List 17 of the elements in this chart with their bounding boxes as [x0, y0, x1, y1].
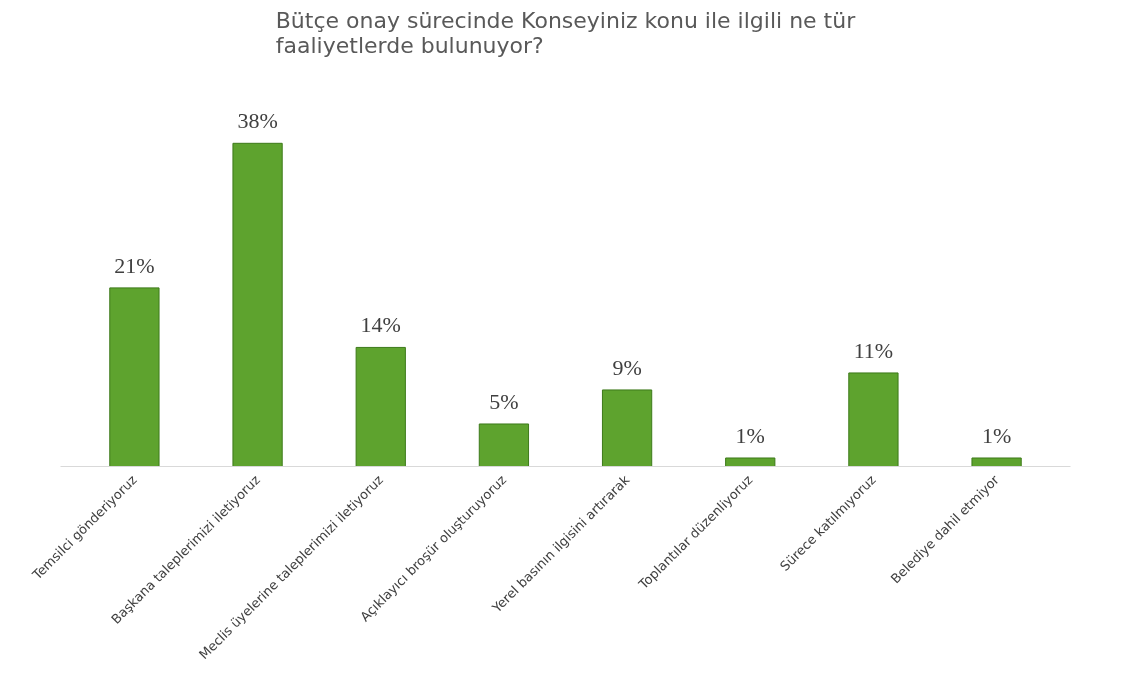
data-label: 14%: [360, 312, 401, 338]
bar: [601, 389, 653, 467]
data-label: 1%: [735, 422, 765, 448]
data-label: 21%: [114, 252, 155, 278]
bar: [478, 423, 530, 467]
data-label: 9%: [612, 354, 642, 380]
data-label: 38%: [237, 108, 278, 134]
bar: [232, 142, 283, 467]
chart-title: Bütçe onay sürecinde Konseyiniz konu ile ilgili ne tür faaliyetlerde bulunuyor?: [275, 7, 857, 58]
bar: [355, 346, 406, 467]
bar: [725, 457, 776, 467]
bar: [971, 457, 1022, 467]
data-label: 1%: [981, 422, 1012, 448]
bar: [848, 372, 899, 467]
bar: [109, 287, 160, 467]
data-label: 5%: [489, 388, 519, 414]
data-label: 11%: [853, 337, 894, 363]
